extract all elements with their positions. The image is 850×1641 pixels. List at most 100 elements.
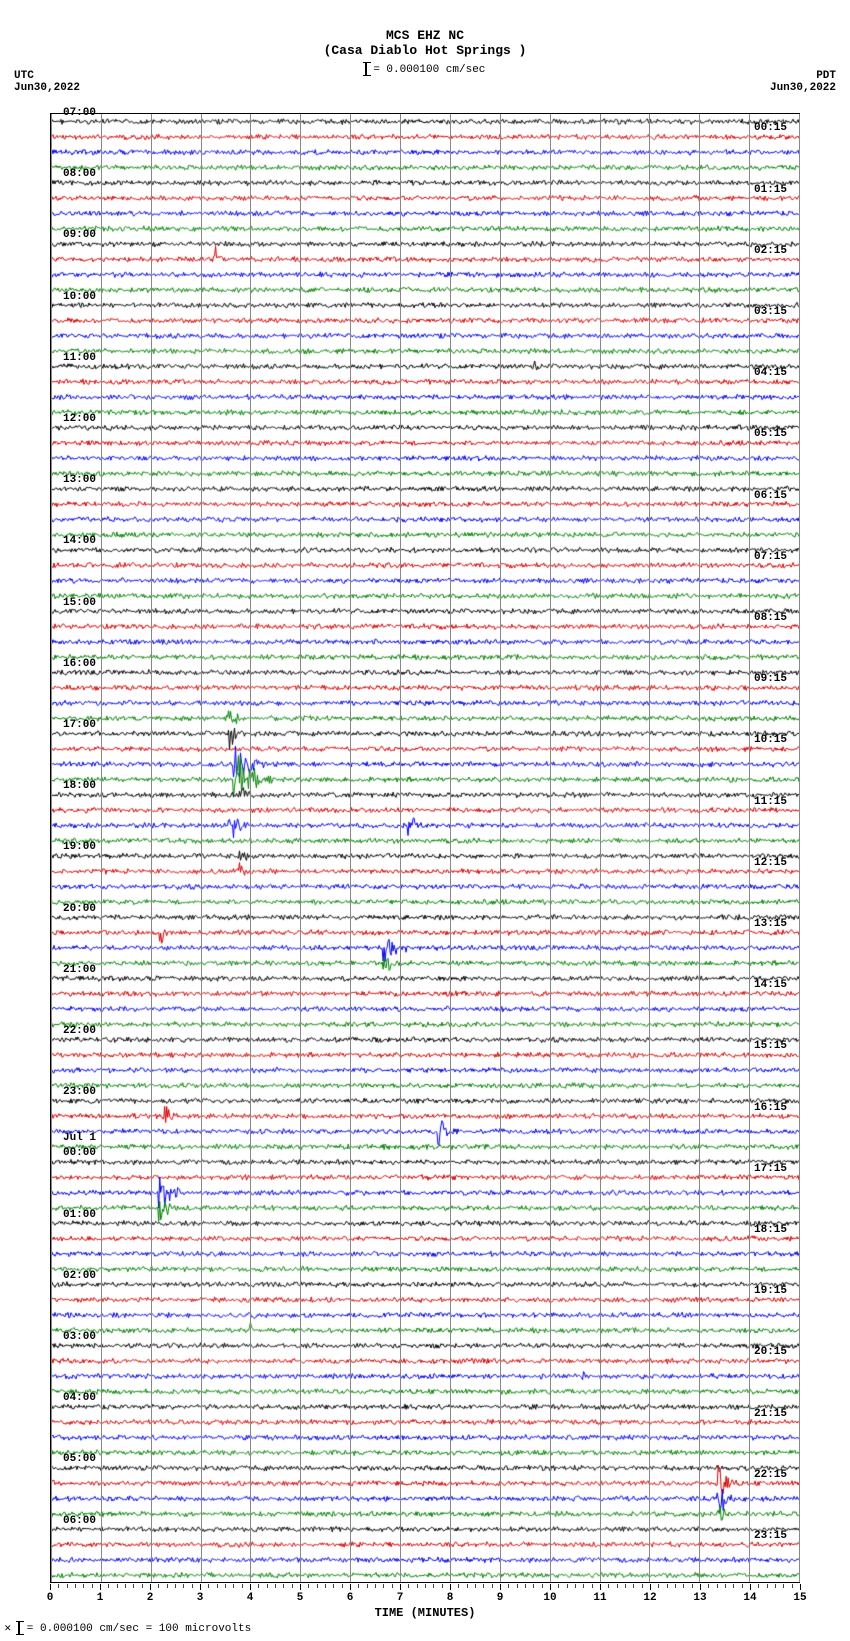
scale-indicator: = 0.000100 cm/sec: [0, 62, 850, 76]
xtick-minor: [367, 1584, 368, 1588]
utc-time-label: 13:00: [46, 474, 96, 486]
left-timezone-block: UTC Jun30,2022: [14, 70, 80, 94]
utc-time-label: 07:00: [46, 107, 96, 119]
utc-time-label: 02:00: [46, 1270, 96, 1282]
x-axis: TIME (MINUTES) 0123456789101112131415: [50, 1584, 800, 1614]
xtick-minor: [417, 1584, 418, 1588]
xtick: [600, 1584, 601, 1590]
local-time-label: 09:15: [754, 673, 804, 685]
local-time-label: 05:15: [754, 428, 804, 440]
gridline: [350, 114, 351, 1582]
xtick-minor: [767, 1584, 768, 1588]
utc-time-label: 16:00: [46, 658, 96, 670]
xtick-minor: [683, 1584, 684, 1588]
xtick-minor: [317, 1584, 318, 1588]
xtick-minor: [642, 1584, 643, 1588]
xtick: [750, 1584, 751, 1590]
xtick-minor: [325, 1584, 326, 1588]
xtick-minor: [258, 1584, 259, 1588]
xtick-minor: [742, 1584, 743, 1588]
xtick-minor: [392, 1584, 393, 1588]
local-time-label: 03:15: [754, 306, 804, 318]
seismogram-traces: [51, 114, 799, 1582]
xtick-minor: [283, 1584, 284, 1588]
xtick-label: 3: [197, 1592, 204, 1604]
xtick-label: 5: [297, 1592, 304, 1604]
xtick-minor: [267, 1584, 268, 1588]
gridline: [799, 114, 800, 1582]
xtick-minor: [608, 1584, 609, 1588]
xtick-minor: [467, 1584, 468, 1588]
xtick-minor: [542, 1584, 543, 1588]
xtick-minor: [208, 1584, 209, 1588]
local-time-label: 22:15: [754, 1469, 804, 1481]
xtick-minor: [233, 1584, 234, 1588]
xtick-minor: [58, 1584, 59, 1588]
xtick-minor: [117, 1584, 118, 1588]
gridline: [550, 114, 551, 1582]
local-time-label: 01:15: [754, 184, 804, 196]
xtick-minor: [567, 1584, 568, 1588]
utc-time-label: 04:00: [46, 1392, 96, 1404]
local-time-label: 11:15: [754, 796, 804, 808]
local-time-label: 14:15: [754, 979, 804, 991]
local-time-label: 10:15: [754, 734, 804, 746]
utc-time-label: 20:00: [46, 903, 96, 915]
xtick-minor: [533, 1584, 534, 1588]
footer-scale-note: ✕ = 0.000100 cm/sec = 100 microvolts: [4, 1621, 251, 1635]
local-time-label: 18:15: [754, 1224, 804, 1236]
xtick: [350, 1584, 351, 1590]
gridline: [749, 114, 750, 1582]
xtick-minor: [592, 1584, 593, 1588]
local-time-label: 16:15: [754, 1102, 804, 1114]
gridline: [649, 114, 650, 1582]
xtick-minor: [92, 1584, 93, 1588]
right-timezone: PDT: [770, 70, 836, 82]
xtick-minor: [108, 1584, 109, 1588]
gridline: [400, 114, 401, 1582]
xtick: [500, 1584, 501, 1590]
utc-time-label: 21:00: [46, 964, 96, 976]
xtick-minor: [792, 1584, 793, 1588]
xtick-minor: [575, 1584, 576, 1588]
local-time-label: 15:15: [754, 1040, 804, 1052]
xtick-label: 13: [693, 1592, 706, 1604]
xtick-minor: [175, 1584, 176, 1588]
xtick-minor: [475, 1584, 476, 1588]
local-time-label: 07:15: [754, 551, 804, 563]
utc-time-label: 01:00: [46, 1209, 96, 1221]
xtick-minor: [483, 1584, 484, 1588]
xtick: [100, 1584, 101, 1590]
xtick-label: 8: [447, 1592, 454, 1604]
xtick-minor: [75, 1584, 76, 1588]
utc-time-label: 23:00: [46, 1086, 96, 1098]
xtick-minor: [442, 1584, 443, 1588]
xtick-minor: [717, 1584, 718, 1588]
gridline: [151, 114, 152, 1582]
utc-time-label: 17:00: [46, 719, 96, 731]
xtick-label: 14: [743, 1592, 756, 1604]
local-time-label: 20:15: [754, 1346, 804, 1358]
gridline: [450, 114, 451, 1582]
utc-time-label: 00:00: [46, 1147, 96, 1159]
x-axis-title: TIME (MINUTES): [50, 1606, 800, 1620]
xtick-minor: [758, 1584, 759, 1588]
utc-time-label: 11:00: [46, 352, 96, 364]
utc-time-label: 10:00: [46, 291, 96, 303]
station-name: (Casa Diablo Hot Springs ): [0, 43, 850, 58]
xtick-label: 10: [543, 1592, 556, 1604]
xtick-minor: [733, 1584, 734, 1588]
xtick: [450, 1584, 451, 1590]
xtick: [650, 1584, 651, 1590]
utc-time-label: 05:00: [46, 1453, 96, 1465]
xtick-minor: [425, 1584, 426, 1588]
seismogram-plot: [50, 113, 800, 1583]
xtick-minor: [458, 1584, 459, 1588]
local-time-label: 23:15: [754, 1530, 804, 1542]
local-time-label: 02:15: [754, 245, 804, 257]
xtick-minor: [192, 1584, 193, 1588]
xtick-label: 0: [47, 1592, 54, 1604]
xtick-minor: [217, 1584, 218, 1588]
local-time-label: 19:15: [754, 1285, 804, 1297]
utc-time-label: 18:00: [46, 780, 96, 792]
